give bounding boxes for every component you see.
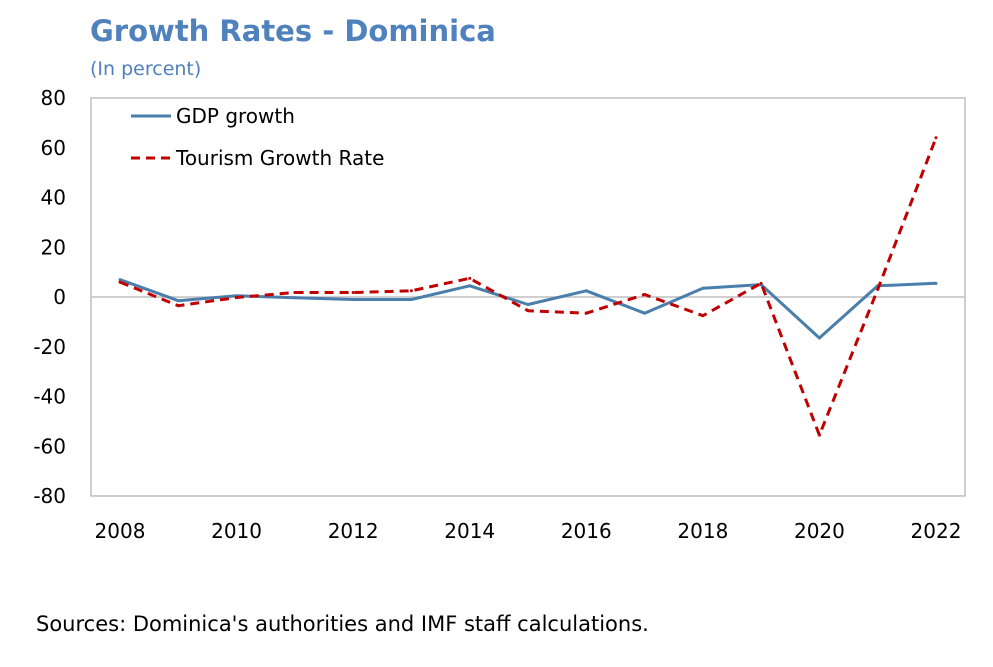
gdp-growth-line	[119, 278, 937, 340]
legend-label-tourism: Tourism Growth Rate	[175, 146, 384, 170]
y-tick-label: 80	[41, 86, 66, 110]
gdp-point-2015	[526, 302, 530, 306]
gdp-point-2022	[934, 281, 938, 285]
x-axis: 2008 2010 2012 2014 2016 2018 2020 2022	[95, 519, 962, 543]
gdp-point-2009	[176, 299, 180, 303]
y-tick-label: 40	[41, 186, 66, 210]
tourism-point-2009	[176, 304, 180, 308]
gdp-point-2013	[409, 297, 413, 301]
gdp-point-2012	[351, 297, 355, 301]
y-tick-label: 60	[41, 136, 66, 160]
gdp-point-2017	[643, 311, 647, 315]
gdp-point-2014	[468, 284, 472, 288]
y-tick-label: -80	[33, 484, 66, 508]
gdp-point-2020	[817, 336, 821, 340]
tourism-point-2011	[293, 291, 297, 295]
tourism-point-2012	[351, 291, 355, 295]
tourism-point-2018	[701, 314, 705, 318]
y-tick-label: 20	[41, 235, 66, 259]
chart-subtitle: (In percent)	[90, 58, 202, 80]
x-tick-label: 2018	[677, 519, 728, 543]
tourism-point-2013	[409, 289, 413, 293]
x-tick-label: 2010	[211, 519, 262, 543]
x-tick-label: 2022	[911, 519, 962, 543]
tourism-point-2014	[468, 276, 472, 280]
x-tick-label: 2012	[328, 519, 379, 543]
source-note: Sources: Dominica's authorities and IMF …	[36, 612, 649, 636]
tourism-point-2019	[759, 281, 763, 285]
y-tick-label: -40	[33, 385, 66, 409]
tourism-point-2010	[235, 295, 239, 299]
x-tick-label: 2020	[794, 519, 845, 543]
gdp-point-2008	[118, 278, 122, 282]
legend-label-gdp: GDP growth	[176, 104, 295, 128]
chart-title: Growth Rates - Dominica	[90, 14, 496, 48]
series-lines	[118, 136, 938, 437]
tourism-point-2021	[876, 288, 880, 292]
legend: GDP growth Tourism Growth Rate	[131, 104, 384, 170]
y-tick-label: -60	[33, 434, 66, 458]
x-tick-label: 2014	[444, 519, 495, 543]
y-axis: 80 60 40 20 0 -20 -40 -60 -80	[33, 86, 66, 508]
x-tick-label: 2008	[95, 519, 146, 543]
tourism-point-2008	[118, 280, 122, 284]
tourism-point-2020	[817, 433, 821, 437]
gdp-point-2016	[584, 289, 588, 293]
tourism-point-2022	[934, 136, 938, 140]
tourism-point-2016	[584, 311, 588, 315]
x-tick-label: 2016	[561, 519, 612, 543]
gdp-point-2011	[293, 296, 297, 300]
y-tick-label: 0	[53, 285, 66, 309]
tourism-point-2017	[643, 293, 647, 297]
tourism-point-2015	[526, 309, 530, 313]
y-tick-label: -20	[33, 335, 66, 359]
tourism-growth-line	[119, 137, 938, 437]
gdp-point-2018	[701, 286, 705, 290]
